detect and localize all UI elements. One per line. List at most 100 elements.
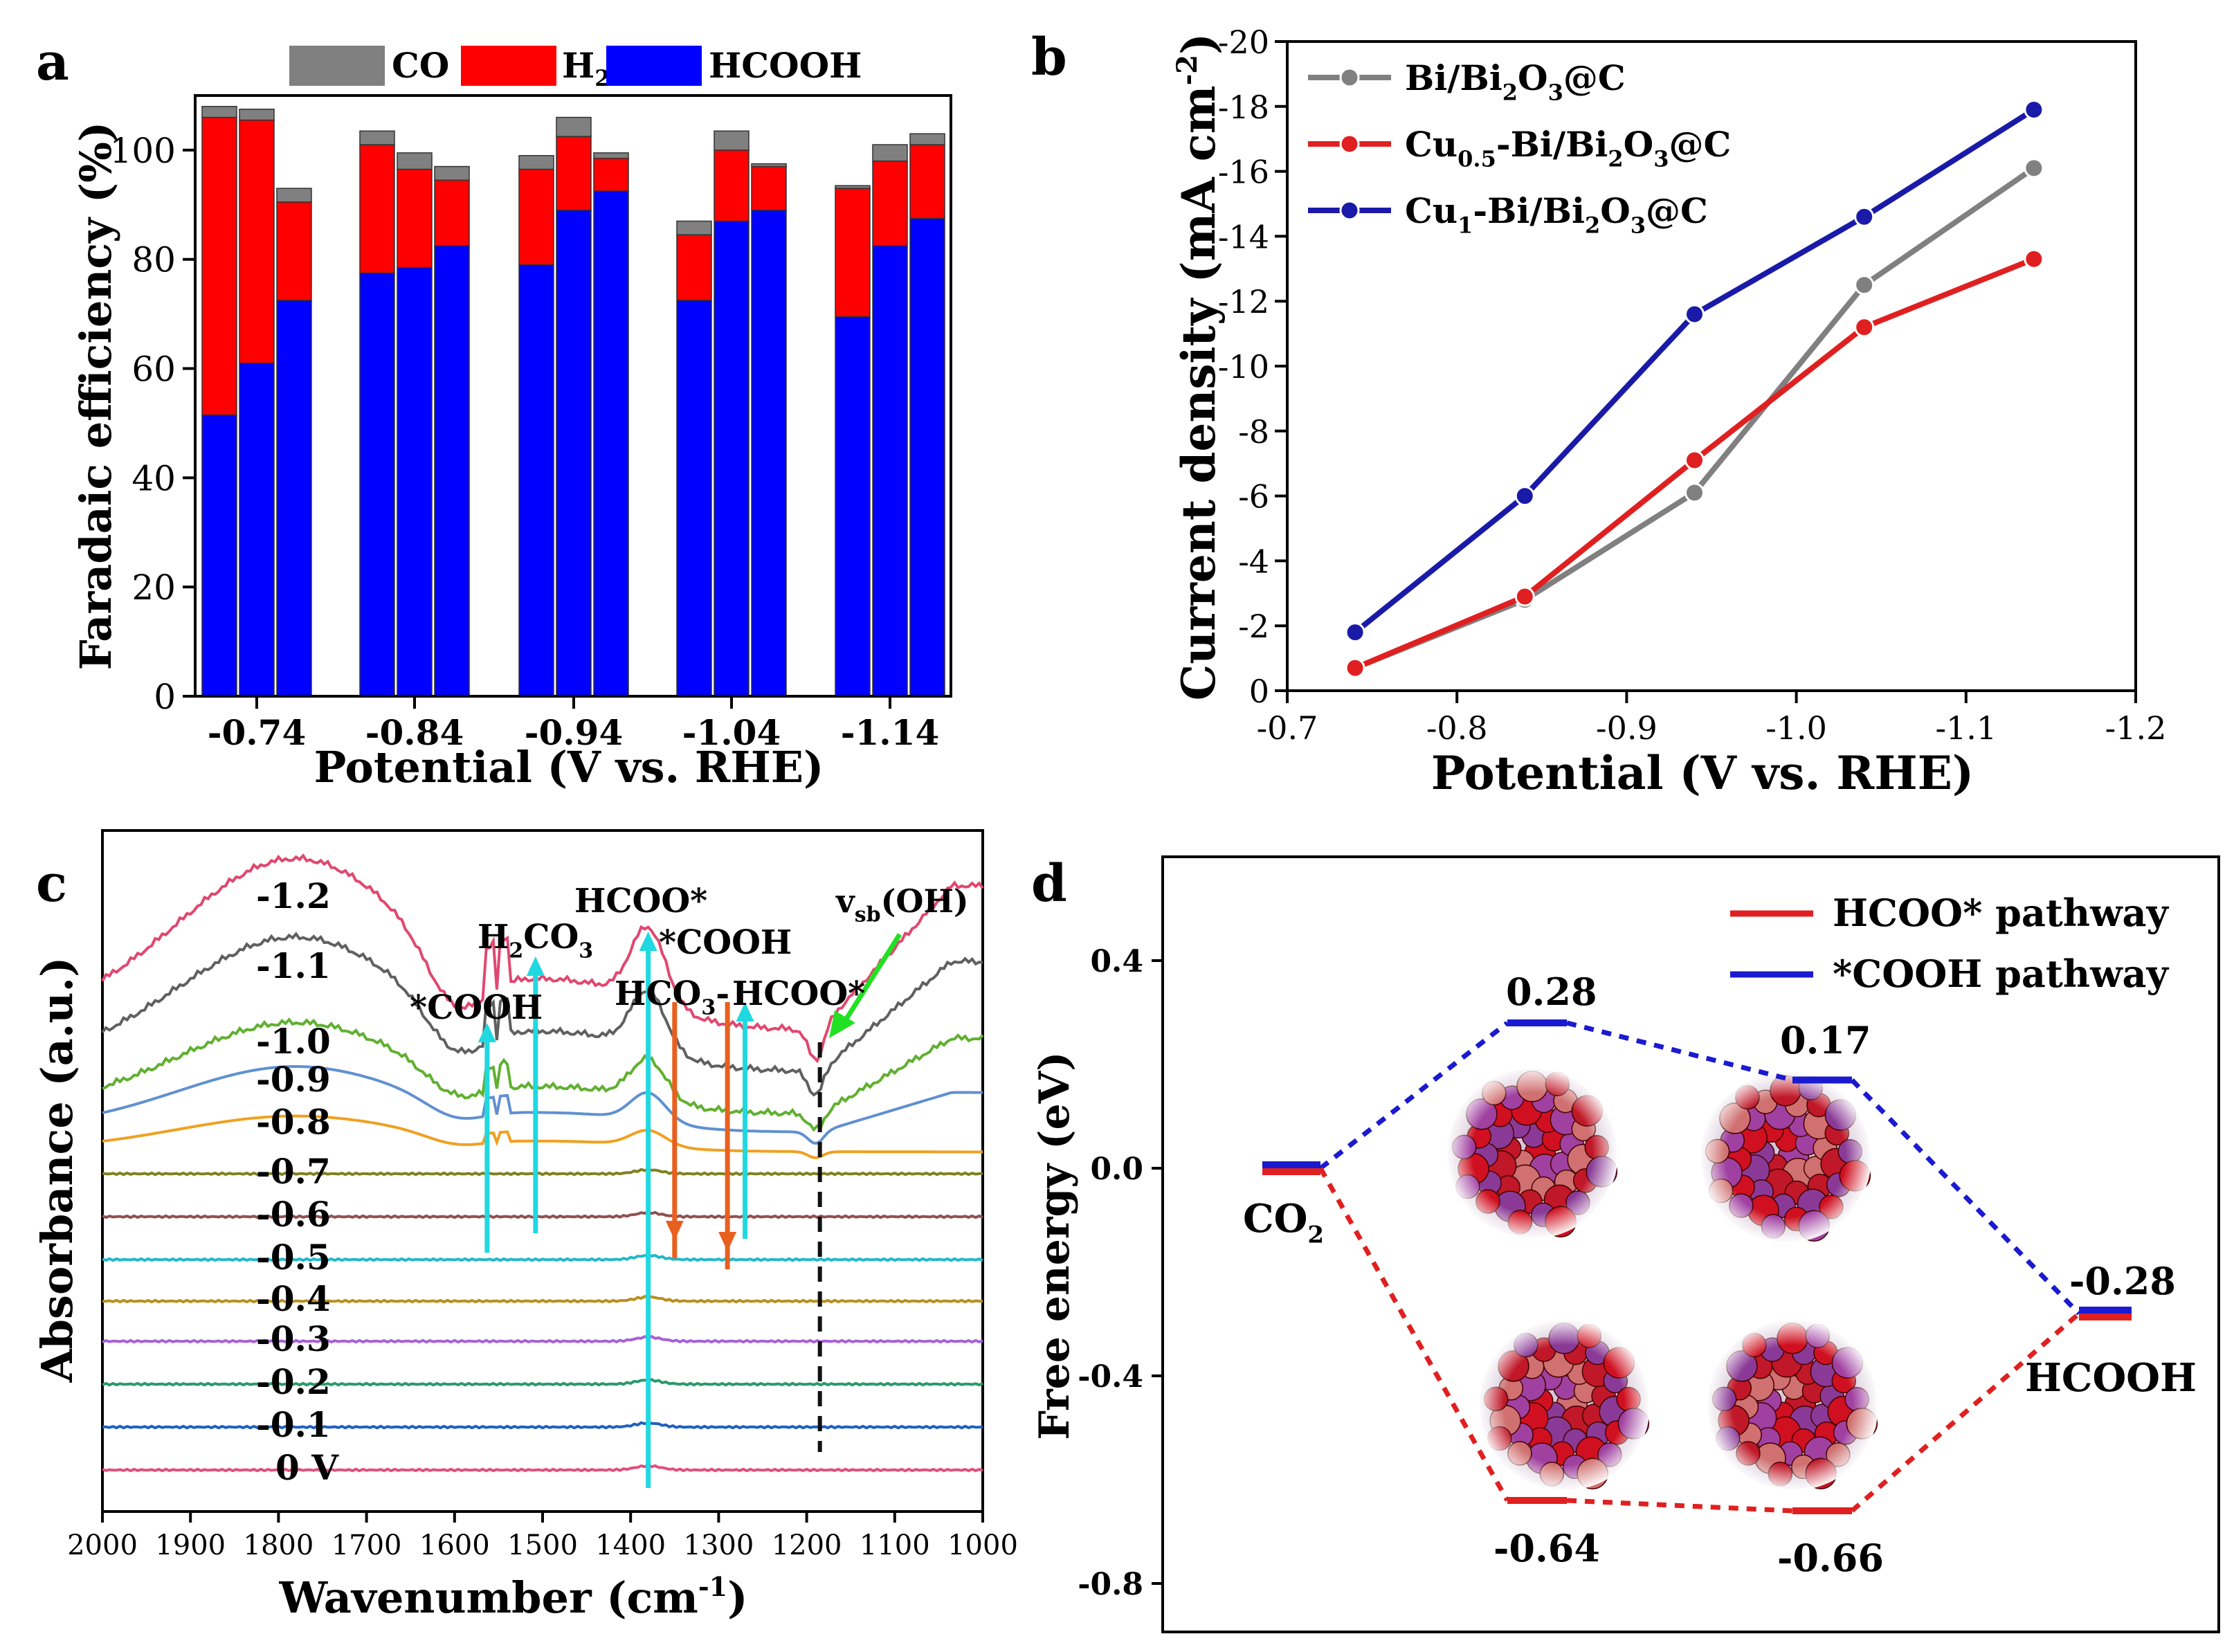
panel-d-cluster-images [1446, 1067, 1878, 1491]
panel-d-label-017: 0.17 [1780, 1018, 1871, 1062]
panel-a-bar-segment [276, 188, 312, 203]
panel-c-xtick-label: 1800 [244, 1530, 314, 1561]
panel-a-xtick-label: -0.84 [365, 712, 464, 753]
panel-a-bar-segment [397, 266, 433, 697]
panel-c-vsb-arrow-head [829, 1010, 855, 1038]
panel-a-bar-segment [239, 108, 275, 121]
panel-c-spectrum-curve [102, 1421, 983, 1430]
panel-a-bar-segment [359, 144, 395, 274]
legend-label-co: CO [392, 45, 449, 86]
panel-d-lines [1262, 1019, 2132, 1514]
cluster-fade [1446, 1067, 1618, 1239]
panel-label-b: b [1031, 28, 1067, 87]
panel-d-ytick-label: 0.4 [1090, 944, 1143, 979]
panel-b-ytick-label: -14 [1218, 218, 1269, 255]
panel-c-spectrum-curve [102, 1210, 983, 1219]
panel-a-ytick-label: 80 [131, 240, 176, 280]
panel-b-xtick-label: -1.0 [1765, 709, 1827, 747]
panel-c-curve-label: -0.2 [256, 1361, 331, 1402]
panel-b-chart: 0 -2 -4 -6 -8 -10 -12 -14 -16 -18 -20 -0.7 -0.8 -0.9 -… [1171, 24, 2166, 800]
panel-b-axes: 0 -2 -4 -6 -8 -10 -12 -14 -16 -18 -20 -0.7 -0.8 -0.9 -… [1218, 24, 2166, 747]
panel-b-data-point [1854, 317, 1875, 338]
panel-b-ytick-label: 0 [1249, 673, 1269, 710]
panel-a-xtick-label: -0.74 [208, 712, 307, 753]
panel-a-legend: CO H2 HCOOH [289, 45, 862, 91]
panel-a-bar-segment [556, 209, 592, 697]
panel-a-bar-segment [714, 130, 750, 151]
panel-c-curve-label: -1.2 [256, 875, 331, 916]
panel-b-ytick-label: -12 [1218, 283, 1269, 320]
panel-a-bar-segment [201, 106, 237, 118]
panel-b-ytick-label: -16 [1218, 154, 1269, 191]
panel-a-bar-segment [397, 152, 433, 170]
panel-c-curve-label: -0.5 [256, 1237, 331, 1278]
panel-b-ytick-label: -18 [1218, 89, 1269, 126]
panel-c-curves: 0 V-0.1-0.2-0.3-0.4-0.5-0.6-0.7-0.8-0.9-… [101, 853, 984, 1488]
panel-c-xtick-label: 1000 [947, 1530, 1018, 1561]
panel-d-label-028: 0.28 [1506, 970, 1597, 1014]
panel-b-xtick-label: -1.1 [1935, 709, 1997, 747]
panel-b-xtick-label: -0.9 [1596, 709, 1658, 747]
panel-c-curve-label: -1.1 [256, 945, 331, 986]
panel-a-ytick-label: 100 [110, 131, 176, 171]
panel-a-bar-segment [909, 133, 945, 145]
panel-b-data-point [2024, 248, 2044, 269]
panel-b-data-point [1514, 586, 1535, 607]
panel-b-data-point [1854, 275, 1875, 296]
panel-d-legend-label: HCOO* pathway [1833, 891, 2170, 935]
panel-a-xtick-label: -1.14 [841, 712, 940, 753]
panel-c-xtick-label: 1100 [860, 1530, 930, 1561]
panel-c-curve-label: -0.4 [256, 1278, 331, 1319]
panel-c-xlabel: Wavenumber (cm-1) [279, 1571, 748, 1623]
panel-c-arrow-hco3-head [665, 1221, 684, 1240]
panel-a-bar-segment [434, 179, 470, 246]
panel-a-bar-segment [276, 201, 312, 301]
panel-a-bar-segment [835, 185, 871, 189]
panel-a-xtick-label: -1.04 [682, 712, 781, 753]
panel-a-chart: CO H2 HCOOH 0 20 40 60 80 100 -0.74 -0.84 -0.94 -… [71, 45, 952, 792]
legend-swatch-h2 [461, 46, 556, 86]
panel-b-ytick-label: -6 [1238, 478, 1269, 516]
panel-a-bar-segment [434, 165, 470, 181]
panel-c-curve-label: -0.1 [256, 1404, 331, 1445]
panel-b-xtick-label: -1.2 [2105, 709, 2167, 747]
panel-c-spectrum-curve [102, 1253, 983, 1262]
panel-b-series-line [1353, 107, 2036, 635]
panel-a-bar-segment [676, 234, 712, 301]
panel-c-xtick-label: 2000 [67, 1530, 138, 1561]
panel-a-bar-segment [201, 116, 237, 416]
panel-b-legend-marker [1339, 200, 1360, 221]
panel-c-spectrum-curve [102, 1463, 983, 1473]
panel-b-data-point [1345, 657, 1365, 678]
legend-swatch-co [289, 46, 385, 86]
panel-a-bar-segment [751, 163, 787, 167]
panel-b-legend-marker [1339, 134, 1360, 154]
panel-label-a: a [36, 33, 69, 92]
panel-c-label-h2co3: H2CO3 [478, 918, 593, 963]
panel-b-legend: Bi/Bi2O3@C Cu0.5-Bi/Bi2O3@C Cu1-Bi/Bi2O3@C [1308, 57, 1731, 238]
panel-c-spectrum-curve [102, 1114, 983, 1159]
panel-b-data-point [1514, 486, 1535, 507]
panel-d-ylabel: Free energy (eV) [1030, 1051, 1079, 1440]
legend-label-hcooh: HCOOH [709, 45, 862, 86]
panel-b-data-point [1684, 304, 1705, 325]
panel-d-legend: HCOO* pathway *COOH pathway [1730, 891, 2170, 996]
panel-b-data-point [1854, 206, 1875, 227]
panel-d-pathway-connector [1566, 1020, 1793, 1082]
panel-a-bar-segment [751, 209, 787, 697]
panel-c-arrow-h2co3-head [526, 956, 545, 976]
panel-d-label-hcooh: HCOOH [2025, 1355, 2197, 1401]
panel-c-spectrum-curve [101, 932, 983, 1097]
panel-d-pathway-connector [1850, 1311, 2081, 1513]
panel-c-chart: 0 V-0.1-0.2-0.3-0.4-0.5-0.6-0.7-0.8-0.9-… [32, 829, 1018, 1623]
panel-a-ytick-label: 40 [131, 458, 176, 498]
panel-a-ytick-label: 60 [131, 350, 176, 390]
panel-a-ylabel: Faradaic efficiency (%) [71, 122, 121, 671]
panel-a-bar-segment [835, 316, 871, 697]
panel-b-ytick-label: -10 [1218, 348, 1269, 385]
panel-a-bar-segment [676, 300, 712, 697]
panel-c-spectrum-curve [102, 1295, 983, 1304]
panel-a-ytick-label: 20 [131, 568, 176, 608]
